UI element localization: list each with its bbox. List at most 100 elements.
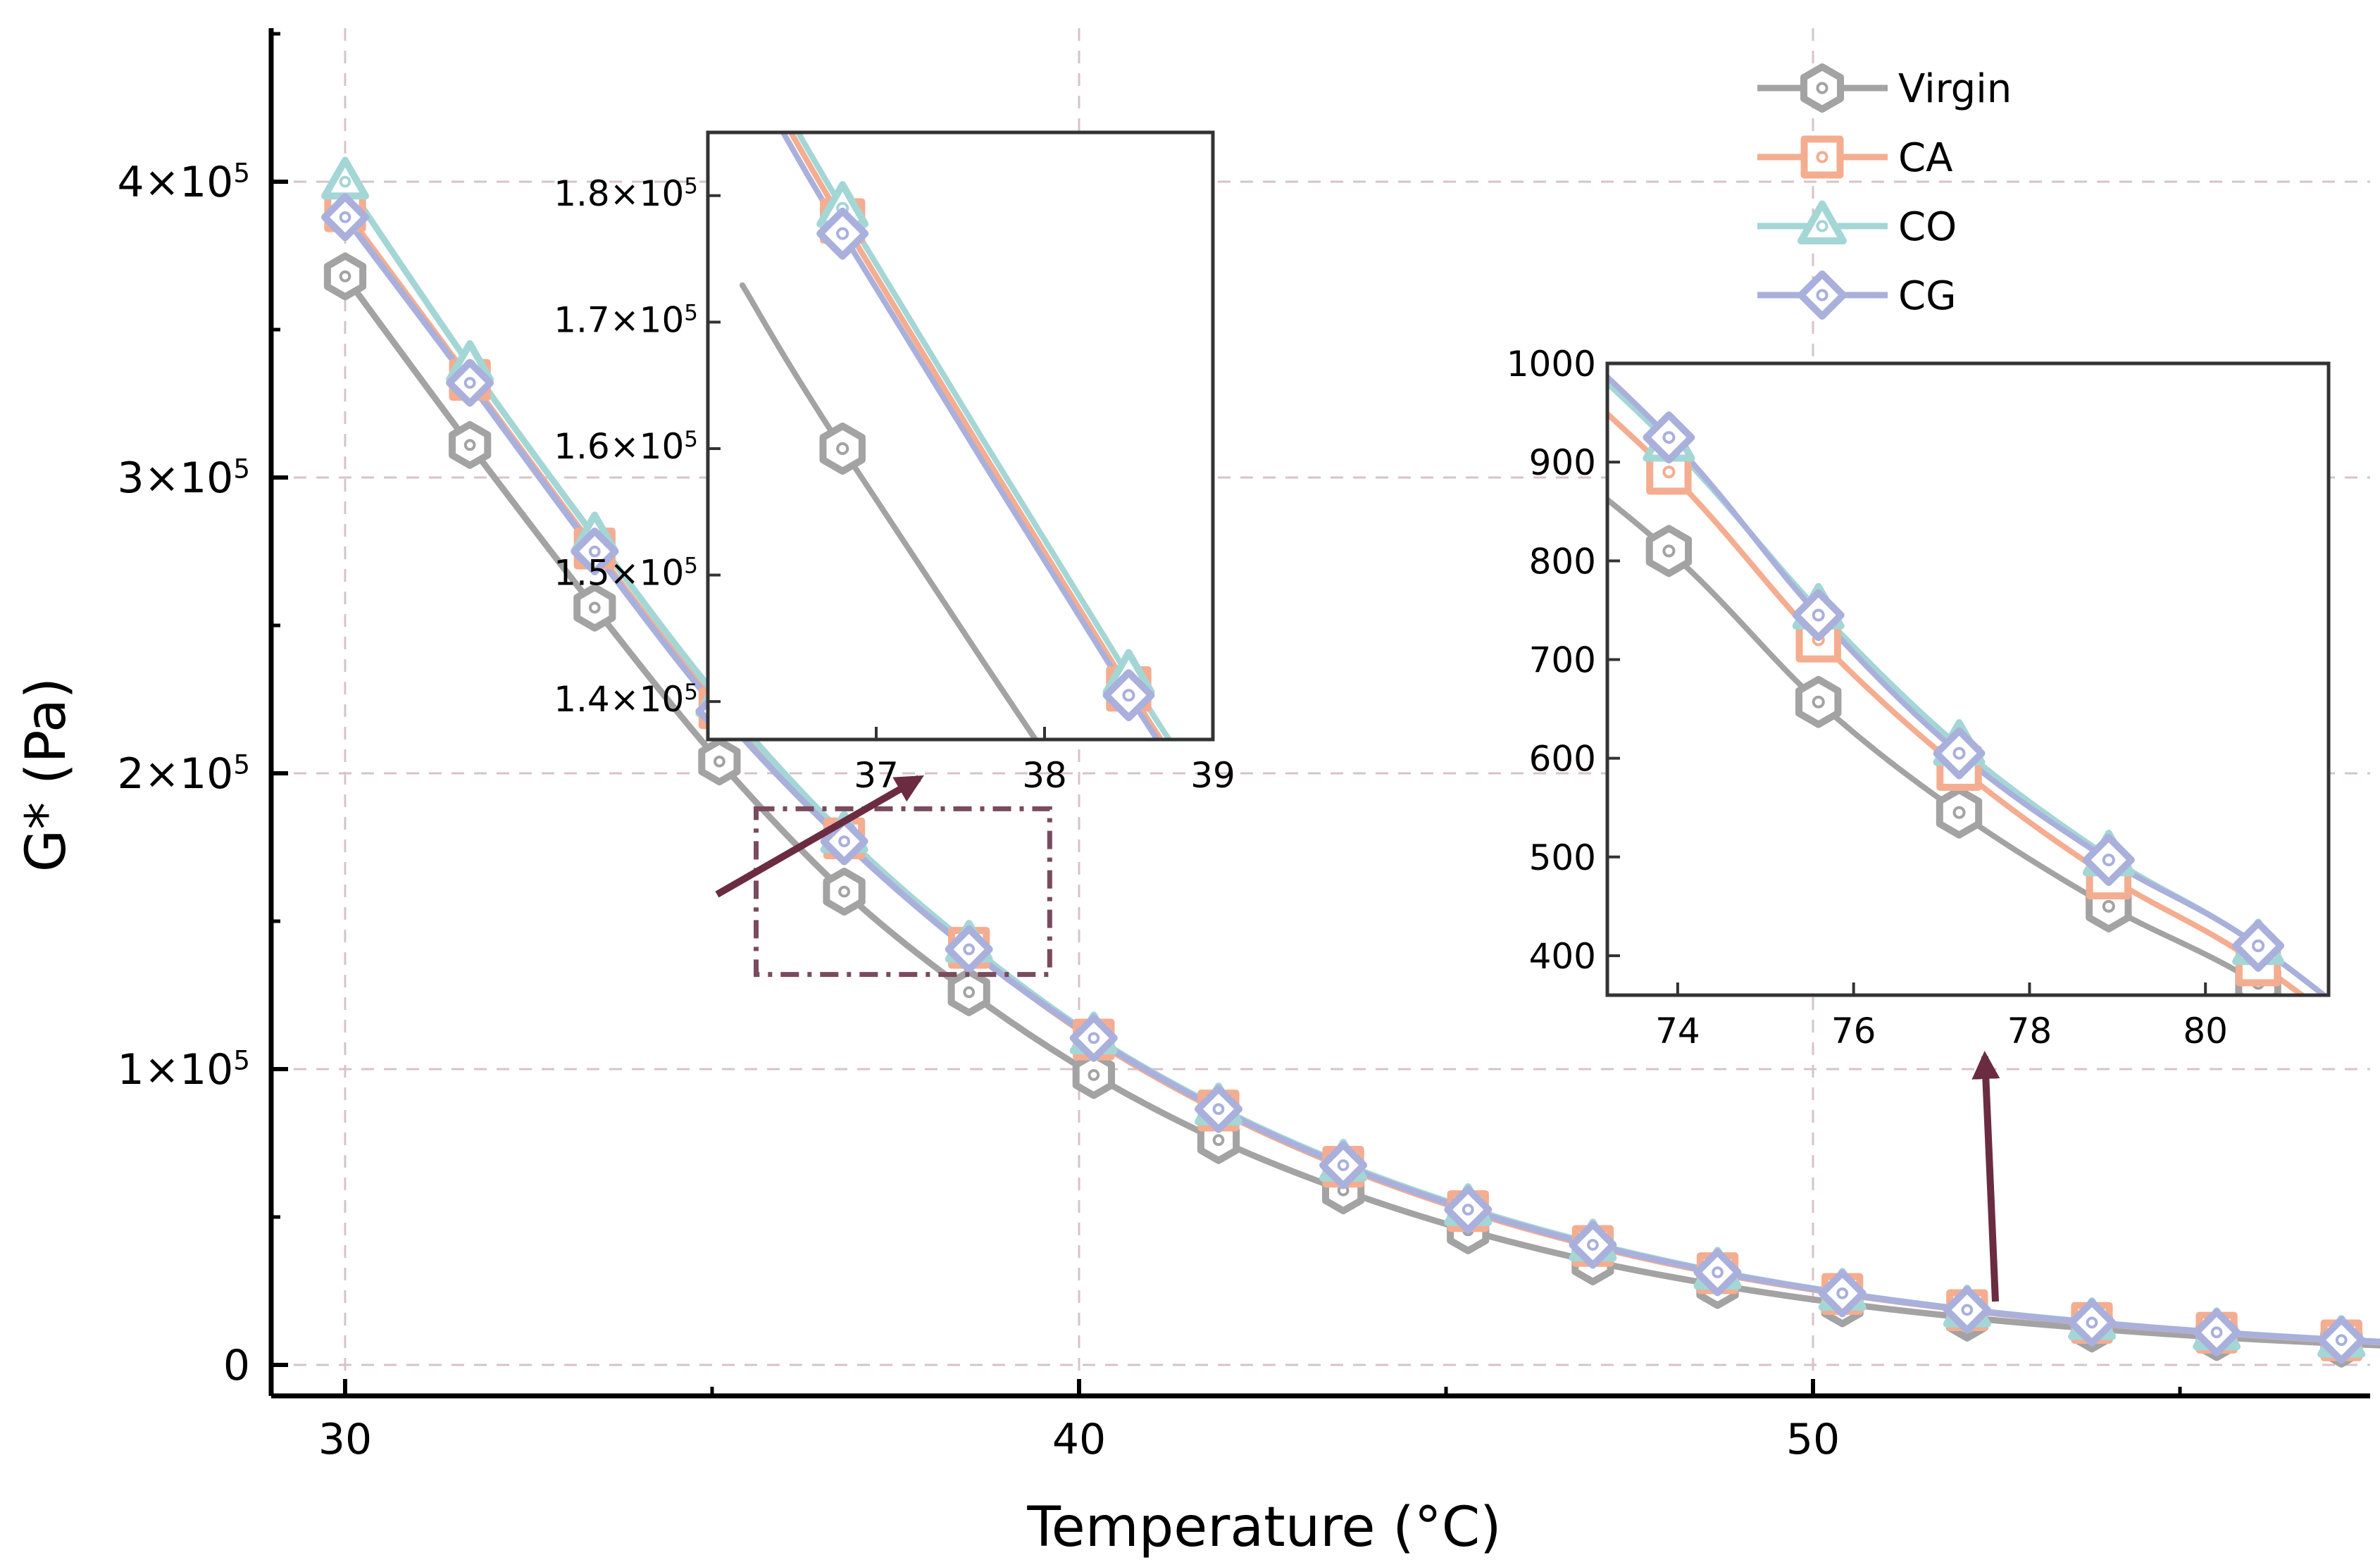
inset-x-tick-label: 37 — [854, 755, 899, 796]
legend-item-co: CO — [1757, 200, 1957, 250]
data-point-virgin — [573, 583, 616, 632]
inset-y-tick-label: 1.6×105 — [554, 426, 698, 467]
marker-center-dot — [1836, 1287, 1849, 1299]
inset-line-virgin — [740, 282, 1039, 740]
tick-label-exponent: 5 — [233, 158, 250, 189]
main-series-lines — [342, 178, 2380, 1349]
marker-center-dot — [1816, 82, 1828, 94]
inset-y-tick-label: 700 — [1529, 639, 1596, 680]
marker-center-dot — [2102, 899, 2115, 913]
inset-point-cg — [2082, 834, 2135, 886]
marker-center-dot — [1662, 431, 1676, 444]
zoom-box-left — [754, 806, 1052, 978]
marker-center-dot — [339, 175, 351, 188]
legend-item-virgin: Virgin — [1757, 63, 2012, 113]
data-point-cg — [1069, 1013, 1118, 1062]
data-point-cg — [1818, 1269, 1867, 1318]
zoom-annotations — [754, 806, 1052, 978]
inset-y-tick-label: 1.7×105 — [554, 299, 698, 340]
inset-point-virgin — [819, 423, 866, 475]
inset-background — [708, 132, 1213, 740]
x-axis-title: Temperature (°C) — [1026, 1496, 1501, 1559]
inset-x-tick-label: 76 — [1831, 1011, 1876, 1052]
data-point-virgin — [823, 868, 866, 916]
legend-label: CO — [1898, 204, 1957, 250]
tick-label-base: 1.5×10 — [554, 553, 684, 594]
marker-center-dot — [963, 943, 976, 956]
data-point-co — [321, 156, 369, 200]
marker-center-dot — [2252, 939, 2265, 952]
marker-center-dot — [1712, 1266, 1724, 1278]
series-markers-cg — [321, 193, 2366, 1364]
inset-point-cg — [2232, 919, 2285, 972]
inset-plot-area — [1607, 373, 2329, 995]
data-point-cg — [1444, 1185, 1493, 1234]
inset-point-cg — [1102, 669, 1155, 722]
data-point-cg — [2317, 1316, 2366, 1364]
legend-item-cg: CG — [1757, 270, 1957, 320]
data-point-cg — [945, 925, 993, 973]
data-point-cg — [446, 358, 494, 407]
x-tick-label: 30 — [318, 1415, 372, 1464]
marker-center-dot — [1088, 1069, 1100, 1081]
data-point-cg — [2193, 1308, 2241, 1356]
tick-label-exponent: 5 — [233, 1045, 250, 1076]
inset-point-cg — [816, 207, 869, 260]
marker-center-dot — [1812, 609, 1825, 622]
tick-label-base: 2×10 — [118, 749, 234, 799]
data-point-virgin — [323, 252, 367, 301]
inset-background — [1607, 363, 2329, 995]
x-tick-label: 40 — [1052, 1415, 1106, 1464]
legend-label: CG — [1898, 273, 1957, 319]
tick-label-base: 1.7×10 — [554, 299, 684, 340]
marker-center-dot — [2102, 853, 2115, 867]
data-point-cg — [1943, 1285, 1991, 1334]
data-point-virgin — [698, 737, 741, 786]
inset-x-tick-label: 78 — [2007, 1011, 2052, 1052]
marker-center-dot — [588, 545, 601, 558]
marker-center-dot — [838, 885, 850, 898]
marker-center-dot — [339, 211, 351, 223]
inset-point-cg — [1792, 589, 1845, 642]
marker-center-dot — [2335, 1334, 2348, 1347]
inset-y-tick-label: 600 — [1529, 739, 1596, 780]
inset-point-cg — [1933, 727, 1986, 780]
marker-center-dot — [2210, 1326, 2223, 1339]
marker-center-dot — [1462, 1204, 1474, 1216]
square-marker-shape — [1800, 135, 1844, 179]
hexagon-marker-shape — [1109, 856, 1148, 901]
inset-y-tick-label: 500 — [1529, 837, 1596, 878]
tick-label-base: 4×10 — [118, 158, 234, 207]
y-tick-label: 1×105 — [118, 1045, 250, 1094]
inset-y-tick-label: 1.5×105 — [554, 553, 698, 594]
tick-label-exponent: 5 — [684, 300, 698, 325]
legend-marker — [1800, 135, 1844, 179]
legend-label: Virgin — [1898, 66, 2012, 112]
marker-center-dot — [1961, 1304, 1974, 1316]
tick-label-exponent: 5 — [684, 427, 698, 452]
legend: Virgin CA CO CG — [1757, 63, 2012, 320]
data-point-virgin — [1072, 1051, 1115, 1099]
main-axes — [268, 28, 2370, 1399]
tick-label-exponent: 5 — [684, 553, 698, 578]
inset-point-virgin — [1936, 786, 1983, 839]
marker-center-dot — [1952, 747, 1966, 760]
tick-label-exponent: 5 — [684, 680, 698, 705]
tick-label-exponent: 5 — [233, 749, 250, 780]
marker-center-dot — [836, 227, 849, 240]
marker-center-dot — [838, 835, 850, 847]
y-tick-label: 3×105 — [118, 454, 250, 503]
marker-center-dot — [1212, 1134, 1225, 1147]
data-point-cg — [1569, 1221, 1617, 1269]
marker-center-dot — [836, 442, 849, 455]
inset-y-tick-label: 1.4×105 — [554, 679, 698, 720]
data-point-cg — [321, 193, 369, 242]
tick-label-base: 0 — [223, 1341, 250, 1390]
inset-x-tick-label: 74 — [1655, 1011, 1700, 1052]
marker-center-dot — [1123, 874, 1133, 884]
tick-label-base: 1.4×10 — [554, 679, 684, 720]
y-tick-label: 2×105 — [118, 749, 250, 799]
marker-center-dot — [1816, 220, 1828, 232]
marker-center-dot — [1122, 689, 1135, 702]
